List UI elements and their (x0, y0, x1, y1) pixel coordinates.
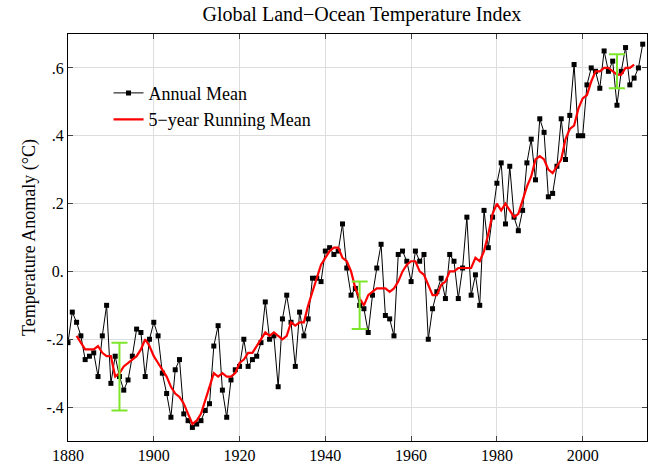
svg-text:5−year Running Mean: 5−year Running Mean (149, 110, 311, 130)
svg-text:.6: .6 (52, 60, 64, 77)
svg-text:Temperature Anomaly (°C): Temperature Anomaly (°C) (19, 139, 40, 336)
svg-text:-.4: -.4 (46, 399, 63, 416)
svg-text:1900: 1900 (138, 447, 170, 464)
svg-text:0.: 0. (52, 263, 64, 280)
svg-text:-.2: -.2 (46, 331, 63, 348)
svg-text:1980: 1980 (481, 447, 513, 464)
svg-text:.4: .4 (52, 127, 64, 144)
svg-text:Global Land−Ocean Temperature: Global Land−Ocean Temperature Index (202, 3, 521, 26)
svg-text:1940: 1940 (309, 447, 341, 464)
svg-text:.2: .2 (52, 195, 64, 212)
svg-text:1960: 1960 (395, 447, 427, 464)
svg-text:2000: 2000 (567, 447, 599, 464)
svg-text:1920: 1920 (224, 447, 256, 464)
svg-text:1880: 1880 (52, 447, 84, 464)
svg-text:Annual Mean: Annual Mean (149, 84, 247, 104)
